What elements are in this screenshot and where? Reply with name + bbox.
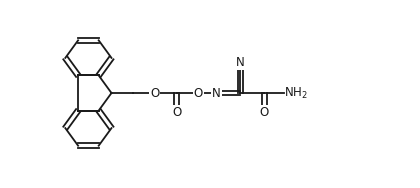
Text: O: O <box>172 106 181 119</box>
Text: N: N <box>236 56 245 69</box>
Text: O: O <box>194 86 203 99</box>
Text: NH$_2$: NH$_2$ <box>284 86 307 101</box>
Text: O: O <box>260 106 269 119</box>
Text: N: N <box>212 86 221 99</box>
Text: O: O <box>150 86 160 99</box>
